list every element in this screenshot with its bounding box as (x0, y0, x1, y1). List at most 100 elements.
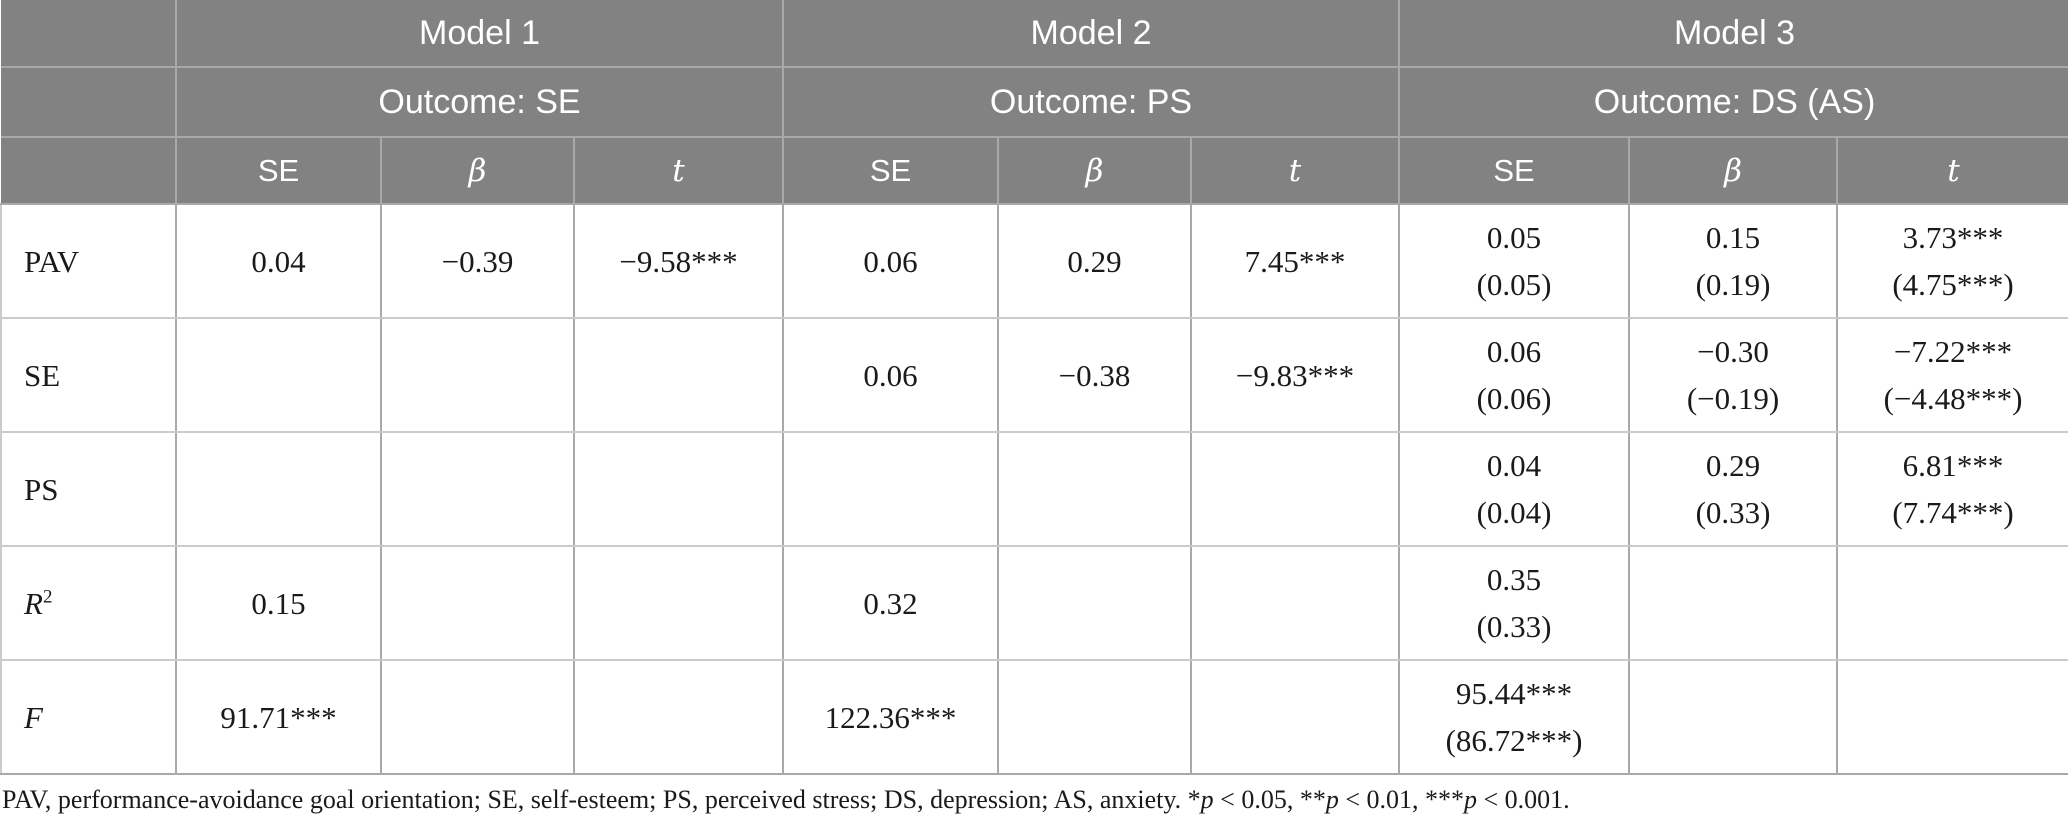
table-cell: 95.44*** (86.72***) (1398, 659, 1631, 775)
table-cell (572, 659, 785, 775)
table-row-r-squared: R2 0.15 0.32 0.35 (0.33) (0, 545, 2068, 661)
cell-value: 0.32 (863, 585, 918, 621)
col-header-t: t (1836, 136, 2068, 205)
cell-value: 0.06 (863, 243, 918, 279)
table-cell: 0.06 (782, 203, 1000, 319)
cell-value: −9.58*** (619, 243, 738, 279)
table-cell (1190, 431, 1401, 547)
cell-value: −0.38 (1058, 357, 1131, 393)
table-cell: −9.83*** (1190, 317, 1401, 433)
table-cell: −9.58*** (572, 203, 785, 319)
table-cell: −0.30 (−0.19) (1628, 317, 1839, 433)
cell-value: 7.45*** (1244, 243, 1346, 279)
table-cell (380, 431, 575, 547)
cell-value: 0.04 (1486, 448, 1542, 483)
corner-cell (1, 0, 177, 68)
footnote-sig-005: < 0.05, ** (1213, 785, 1326, 814)
stat-header-row: SE β t SE β t SE β t (1, 136, 2068, 205)
cell-value: 91.71*** (220, 699, 337, 735)
col-header-beta: β (1628, 136, 1839, 205)
table-row-pav: PAV 0.04 −0.39 −9.58*** 0.06 0.29 7.45**… (0, 203, 2068, 319)
table-cell (997, 659, 1193, 775)
cell-value: 3.73*** (1902, 220, 2004, 255)
table-cell (175, 317, 382, 433)
table-cell (572, 317, 785, 433)
row-label-text: SE (24, 357, 61, 393)
cell-value: 0.35 (1486, 562, 1542, 597)
table-cell (1836, 545, 2068, 661)
footnote-p-symbol: p (1325, 785, 1339, 814)
cell-value-paren: (0.04) (1476, 495, 1552, 530)
corner-cell (1, 136, 177, 205)
row-label: F (0, 659, 177, 775)
row-label: SE (0, 317, 177, 433)
table-cell (1628, 545, 1839, 661)
cell-value: 0.05 (1486, 220, 1542, 255)
table-cell (782, 431, 1000, 547)
row-label-text: F (24, 699, 43, 735)
cell-value-paren: (0.33) (1695, 495, 1771, 530)
footnote-sig-001: < 0.01, *** (1338, 785, 1464, 814)
table-row-f: F 91.71*** 122.36*** 95.44*** (86.72***) (0, 659, 2068, 775)
model-1-header: Model 1 (174, 0, 785, 68)
cell-value: 0.15 (251, 585, 306, 621)
table-row-ps: PS 0.04 (0.04) 0.29 (0.33) 6.81*** (7.74***… (0, 431, 2068, 547)
col-header-beta: β (997, 136, 1193, 205)
table-cell (175, 431, 382, 547)
col-header-se: SE (175, 136, 382, 205)
table-footnote: PAV, performance-avoidance goal orientat… (0, 784, 2068, 815)
col-header-beta: β (380, 136, 575, 205)
table-cell: 122.36*** (782, 659, 1000, 775)
cell-value: −0.39 (441, 243, 514, 279)
table-cell: 7.45*** (1190, 203, 1401, 319)
table-cell (572, 545, 785, 661)
table-cell (572, 431, 785, 547)
table-cell (997, 545, 1193, 661)
outcome-ps-header: Outcome: PS (782, 66, 1401, 138)
footnote-p-symbol: p (1464, 785, 1477, 814)
footnote-sig-0001: < 0.001. (1477, 785, 1570, 814)
table-cell (1836, 659, 2068, 775)
table-cell (1190, 659, 1401, 775)
outcome-ds-header: Outcome: DS (AS) (1398, 66, 2068, 138)
footnote-abbreviations: PAV, performance-avoidance goal orientat… (2, 785, 1201, 814)
cell-value: 0.29 (1067, 243, 1122, 279)
cell-value: 0.06 (1486, 334, 1542, 369)
table-cell (380, 659, 575, 775)
cell-value-paren: (−0.19) (1686, 381, 1780, 416)
cell-value: 0.06 (863, 357, 918, 393)
cell-value: 6.81*** (1902, 448, 2004, 483)
cell-value-paren: (0.33) (1476, 609, 1552, 644)
cell-value-paren: (0.06) (1476, 381, 1552, 416)
cell-value-paren: (7.74***) (1892, 495, 2014, 530)
table-cell: 0.15 (175, 545, 382, 661)
table-cell (1190, 545, 1401, 661)
table-cell: −0.38 (997, 317, 1193, 433)
row-label-superscript: 2 (42, 586, 53, 608)
row-label-text: PS (24, 471, 59, 507)
cell-value: −9.83*** (1235, 357, 1355, 393)
table-cell: 0.29 (0.33) (1628, 431, 1839, 547)
row-label: PAV (0, 203, 177, 319)
cell-value: 95.44*** (1455, 676, 1573, 711)
table-cell: 0.32 (782, 545, 1000, 661)
table-cell: 3.73*** (4.75***) (1836, 203, 2068, 319)
model-3-header: Model 3 (1398, 0, 2068, 68)
cell-value: −7.22*** (1893, 334, 2013, 369)
cell-value: 0.04 (251, 243, 306, 279)
cell-value-paren: (−4.48***) (1883, 381, 2023, 416)
cell-value: 122.36*** (824, 699, 957, 735)
table-cell: 0.06 (782, 317, 1000, 433)
table-cell: 6.81*** (7.74***) (1836, 431, 2068, 547)
table-cell (997, 431, 1193, 547)
table-cell: 0.04 (175, 203, 382, 319)
table-cell: 0.29 (997, 203, 1193, 319)
cell-value: −0.30 (1697, 334, 1769, 369)
table-cell: 0.04 (0.04) (1398, 431, 1631, 547)
table-cell: −7.22*** (−4.48***) (1836, 317, 2068, 433)
footnote-p-symbol: p (1200, 785, 1214, 814)
col-header-t: t (1190, 136, 1401, 205)
table-cell: 0.35 (0.33) (1398, 545, 1631, 661)
corner-cell (1, 66, 177, 138)
table-cell: 0.06 (0.06) (1398, 317, 1631, 433)
